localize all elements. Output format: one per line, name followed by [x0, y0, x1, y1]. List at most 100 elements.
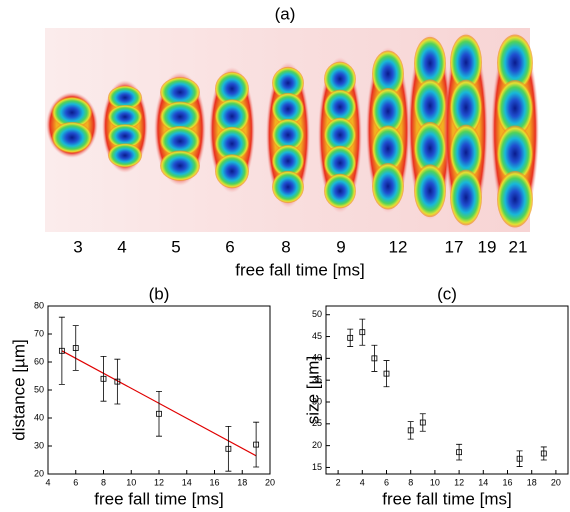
error-bar [100, 356, 107, 402]
cloud-lump [108, 104, 142, 129]
cloud-lump [414, 36, 446, 90]
marker [419, 419, 426, 426]
time-label: 8 [281, 237, 290, 256]
error-bar [540, 446, 547, 461]
error-bar [516, 450, 523, 467]
cloud-lump [272, 118, 304, 152]
marker [100, 375, 107, 382]
y-tick-label: 35 [312, 375, 322, 385]
cloud-lump [324, 89, 356, 125]
marker [58, 347, 65, 354]
cloud-lump [215, 126, 249, 161]
marker [516, 455, 523, 462]
error-bar [225, 426, 232, 472]
y-tick-label: 25 [312, 418, 322, 428]
cloud-lump [160, 101, 200, 132]
cloud-lump [372, 88, 404, 135]
marker [72, 345, 79, 351]
time-label: 4 [117, 237, 126, 256]
error-bar [58, 316, 65, 385]
x-tick-label: 20 [265, 477, 275, 487]
cloud-lump [450, 169, 482, 226]
time-label: 17 [445, 237, 464, 256]
x-axis-label: free fall time [ms] [94, 489, 223, 508]
error-bar [72, 325, 79, 371]
marker [359, 329, 366, 336]
marker [371, 355, 378, 362]
cloud-lump [272, 144, 304, 178]
cloud-lump [324, 117, 356, 153]
marker [456, 449, 463, 456]
error-bar [253, 421, 260, 468]
error-bar [456, 443, 463, 461]
cloud-lump [52, 122, 92, 153]
cloud-lump [215, 71, 249, 106]
y-tick-label: 80 [34, 300, 44, 310]
cloud-lump [215, 154, 249, 189]
x-tick-label: 8 [408, 477, 413, 487]
x-tick-label: 8 [101, 477, 106, 487]
cloud-lump [108, 124, 142, 149]
error-bar [371, 344, 378, 372]
y-tick-label: 20 [34, 468, 44, 478]
panel-a-title: (a) [275, 4, 296, 23]
x-tick-label: 12 [154, 477, 164, 487]
cloud-lump [414, 79, 446, 133]
y-tick-label: 30 [34, 440, 44, 450]
x-tick-label: 10 [126, 477, 136, 487]
error-bar [407, 421, 414, 440]
cloud-lump [450, 34, 482, 91]
y-axis-label: distance [µm] [9, 339, 28, 440]
x-tick-label: 4 [360, 477, 365, 487]
error-bar [359, 318, 366, 346]
cloud-lump [108, 85, 142, 110]
cloud-lump [215, 99, 249, 134]
cloud-lump [450, 79, 482, 136]
time-label: 3 [73, 237, 82, 256]
x-tick-label: 12 [454, 477, 464, 487]
cloud-lump [372, 50, 404, 97]
panel-a-xlabel: free fall time [ms] [235, 260, 364, 279]
marker [383, 370, 390, 377]
plot-frame [325, 305, 569, 475]
cloud-lump [414, 164, 446, 218]
marker [407, 427, 414, 434]
x-tick-label: 4 [45, 477, 50, 487]
time-label: 21 [509, 237, 528, 256]
time-label: 19 [478, 237, 497, 256]
cloud-lump [324, 61, 356, 97]
cloud-lump [52, 97, 92, 128]
y-tick-label: 45 [312, 331, 322, 341]
error-bar [156, 391, 162, 437]
marker [253, 441, 260, 448]
marker [347, 334, 354, 341]
x-tick-label: 16 [209, 477, 219, 487]
y-tick-label: 30 [312, 396, 322, 406]
cloud-lump [272, 66, 304, 100]
marker [156, 410, 162, 417]
x-axis-label: free fall time [ms] [382, 489, 511, 508]
y-tick-label: 50 [34, 384, 44, 394]
time-label: 6 [225, 237, 234, 256]
error-bar [347, 328, 354, 347]
cloud-lump [272, 92, 304, 126]
time-label: 12 [389, 237, 408, 256]
cloud-lump [272, 170, 304, 204]
marker [540, 450, 547, 457]
cloud-lump [497, 80, 533, 137]
cloud-lump [414, 121, 446, 175]
cloud-lump [497, 34, 533, 91]
error-bar [383, 360, 390, 388]
time-label: 5 [171, 237, 180, 256]
x-tick-label: 14 [478, 477, 488, 487]
cloud-lump [372, 163, 404, 210]
y-tick-label: 70 [34, 328, 44, 338]
y-tick-label: 40 [34, 412, 44, 422]
y-tick-label: 60 [34, 356, 44, 366]
cloud-lump [497, 171, 533, 228]
x-tick-label: 16 [502, 477, 512, 487]
atom-clouds [46, 32, 539, 230]
y-axis-label: size [µm] [303, 356, 322, 424]
cloud-lump [160, 150, 200, 181]
